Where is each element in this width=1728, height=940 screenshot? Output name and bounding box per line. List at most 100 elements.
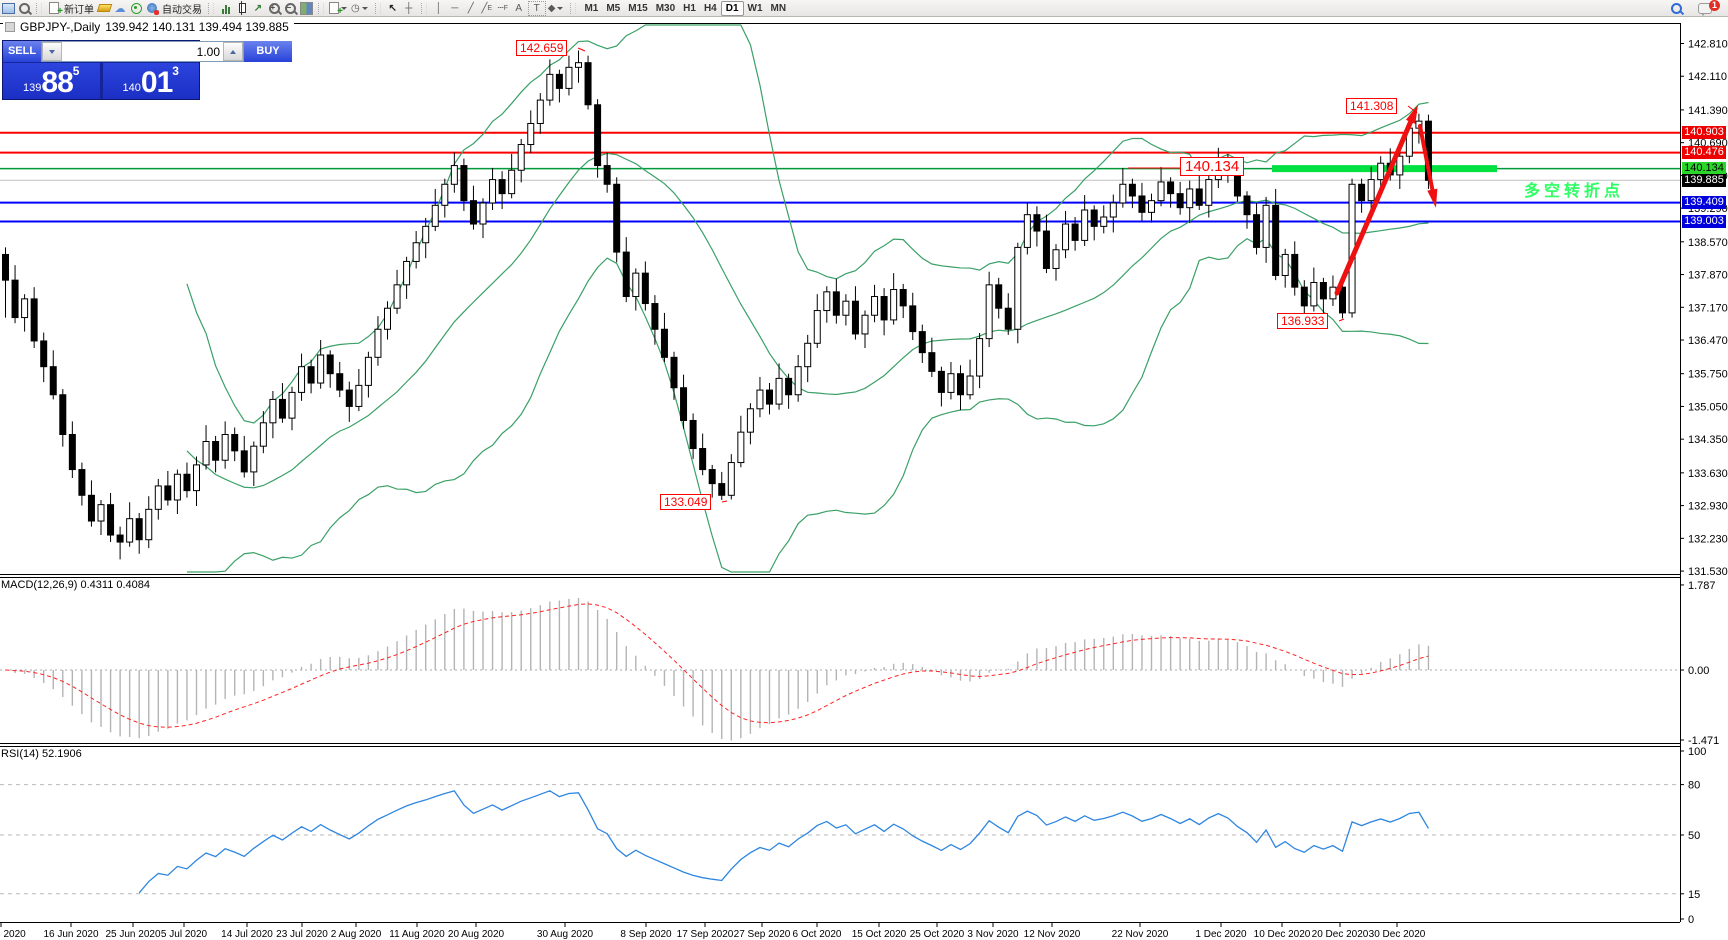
market-watch-icon[interactable] bbox=[17, 2, 31, 15]
timeframe-m30[interactable]: M30 bbox=[655, 2, 676, 14]
crosshair-icon[interactable]: ┼ bbox=[405, 2, 413, 14]
signal-icon[interactable] bbox=[129, 2, 143, 15]
candle bbox=[880, 296, 888, 321]
candle bbox=[78, 469, 86, 496]
line-chart-icon[interactable]: ↗ bbox=[253, 2, 263, 14]
fibonacci-tool-icon[interactable]: ┄ F bbox=[497, 2, 508, 14]
toolbar: 新订单 ☁ 自动交易 ↗ + − ◷ ↖ ┼ │ ─ ╱ ╱E ┄F A T ◆… bbox=[0, 0, 1728, 17]
candle bbox=[116, 534, 124, 543]
candle bbox=[479, 202, 487, 225]
svg-text:15: 15 bbox=[1688, 889, 1700, 901]
zoom-in-icon[interactable]: + bbox=[267, 2, 281, 15]
candle bbox=[1253, 214, 1261, 248]
cloud-icon[interactable]: ☁ bbox=[114, 2, 126, 15]
candlestick-chart-icon[interactable] bbox=[235, 1, 249, 15]
candle bbox=[403, 260, 411, 286]
candle bbox=[1148, 200, 1155, 213]
svg-text:17 Sep 2020: 17 Sep 2020 bbox=[677, 929, 734, 940]
candle bbox=[1262, 204, 1270, 248]
volume-increase-button[interactable] bbox=[223, 42, 243, 61]
candle bbox=[985, 284, 993, 340]
toolbar-separator bbox=[374, 2, 381, 14]
svg-text:136.470: 136.470 bbox=[1688, 335, 1728, 347]
timeframe-mn[interactable]: MN bbox=[770, 2, 787, 14]
candle bbox=[1195, 188, 1203, 206]
tile-windows-icon[interactable] bbox=[299, 1, 313, 15]
cursor-icon[interactable]: ↖ bbox=[388, 2, 397, 14]
timeframe-m5[interactable]: M5 bbox=[606, 2, 621, 14]
price-axis-badge: 140.134 bbox=[1682, 162, 1726, 176]
price-label-annotation[interactable]: 141.308 bbox=[1346, 98, 1398, 114]
candle bbox=[766, 389, 773, 405]
price-label-annotation[interactable]: 142.659 bbox=[516, 40, 568, 56]
buy-price-big: 01 bbox=[140, 66, 173, 99]
toolbar-separator bbox=[208, 2, 214, 14]
timeframe-h4[interactable]: H4 bbox=[703, 2, 717, 14]
candle bbox=[680, 387, 688, 421]
notification-badge[interactable]: 1 bbox=[1709, 0, 1720, 11]
candle bbox=[1109, 202, 1117, 218]
candle bbox=[957, 373, 964, 396]
candle bbox=[660, 328, 668, 358]
autotrade-icon[interactable] bbox=[145, 2, 159, 15]
candle bbox=[937, 370, 945, 393]
candle bbox=[1186, 188, 1194, 209]
text-tool-icon[interactable]: A bbox=[515, 2, 523, 14]
price-label-annotation[interactable]: 133.049 bbox=[660, 494, 712, 510]
svg-text:14 Jul 2020: 14 Jul 2020 bbox=[221, 929, 273, 940]
candle bbox=[928, 352, 936, 372]
candle bbox=[1033, 214, 1041, 232]
timeframe-d1[interactable]: D1 bbox=[720, 0, 744, 16]
candle bbox=[555, 73, 563, 89]
zoom-out-icon[interactable]: − bbox=[283, 2, 297, 15]
vertical-line-tool-icon[interactable]: │ bbox=[435, 2, 442, 14]
horizontal-line-tool-icon[interactable]: ─ bbox=[451, 2, 459, 14]
buy-button[interactable]: BUY bbox=[244, 41, 292, 62]
candle bbox=[269, 398, 277, 424]
trendline-tool-icon[interactable]: ╱ bbox=[467, 2, 474, 14]
timeframe-m15[interactable]: M15 bbox=[628, 2, 648, 14]
volume-input[interactable] bbox=[62, 42, 223, 61]
symbol-name: GBPJPY-,Daily bbox=[20, 20, 101, 34]
candle bbox=[536, 99, 544, 124]
search-icon[interactable] bbox=[1669, 2, 1683, 15]
arrows-tool-icon[interactable]: ◆ bbox=[548, 2, 566, 15]
svg-text:30 Dec 2020: 30 Dec 2020 bbox=[1369, 929, 1426, 940]
candle bbox=[966, 375, 974, 396]
candle bbox=[345, 389, 353, 407]
candle bbox=[899, 289, 907, 307]
svg-text:8 Jun 2020: 8 Jun 2020 bbox=[0, 929, 26, 940]
candle bbox=[1281, 253, 1289, 276]
svg-text:11 Aug 2020: 11 Aug 2020 bbox=[389, 929, 445, 940]
candle bbox=[384, 307, 391, 330]
channel-tool-icon[interactable]: ╱ E bbox=[481, 2, 493, 14]
candle bbox=[1167, 181, 1175, 195]
new-order-icon[interactable] bbox=[47, 2, 63, 17]
add-indicator-icon[interactable] bbox=[329, 2, 349, 17]
toolbar-separator bbox=[36, 2, 42, 14]
buy-price-display[interactable]: 140 01 3 bbox=[102, 63, 199, 99]
candle bbox=[202, 441, 210, 466]
bar-chart-icon[interactable] bbox=[219, 2, 233, 15]
autotrade-button[interactable]: 自动交易 bbox=[162, 4, 202, 16]
svg-text:5 Jul 2020: 5 Jul 2020 bbox=[161, 929, 208, 940]
note-annotation[interactable]: 多空转折点 bbox=[1524, 183, 1625, 200]
gold-ingot-icon[interactable] bbox=[96, 2, 112, 15]
sell-button[interactable]: SELL bbox=[3, 41, 41, 62]
price-label-annotation[interactable]: 140.134 bbox=[1180, 157, 1245, 176]
volume-decrease-button[interactable] bbox=[42, 42, 62, 61]
text-label-tool-icon[interactable]: T bbox=[527, 0, 546, 16]
chart-window-icon[interactable] bbox=[1, 2, 15, 15]
candle bbox=[1272, 204, 1280, 276]
candle bbox=[460, 165, 468, 202]
new-order-button[interactable]: 新订单 bbox=[64, 4, 94, 16]
candle bbox=[240, 450, 248, 473]
timeframe-h1[interactable]: H1 bbox=[683, 2, 696, 14]
timeframe-w1[interactable]: W1 bbox=[747, 2, 763, 14]
price-label-annotation[interactable]: 136.933 bbox=[1277, 313, 1329, 329]
timeframe-m1[interactable]: M1 bbox=[584, 2, 599, 14]
candle bbox=[193, 464, 200, 492]
period-clock-icon[interactable]: ◷ bbox=[351, 2, 370, 15]
sell-price-display[interactable]: 139 88 5 bbox=[3, 63, 100, 99]
